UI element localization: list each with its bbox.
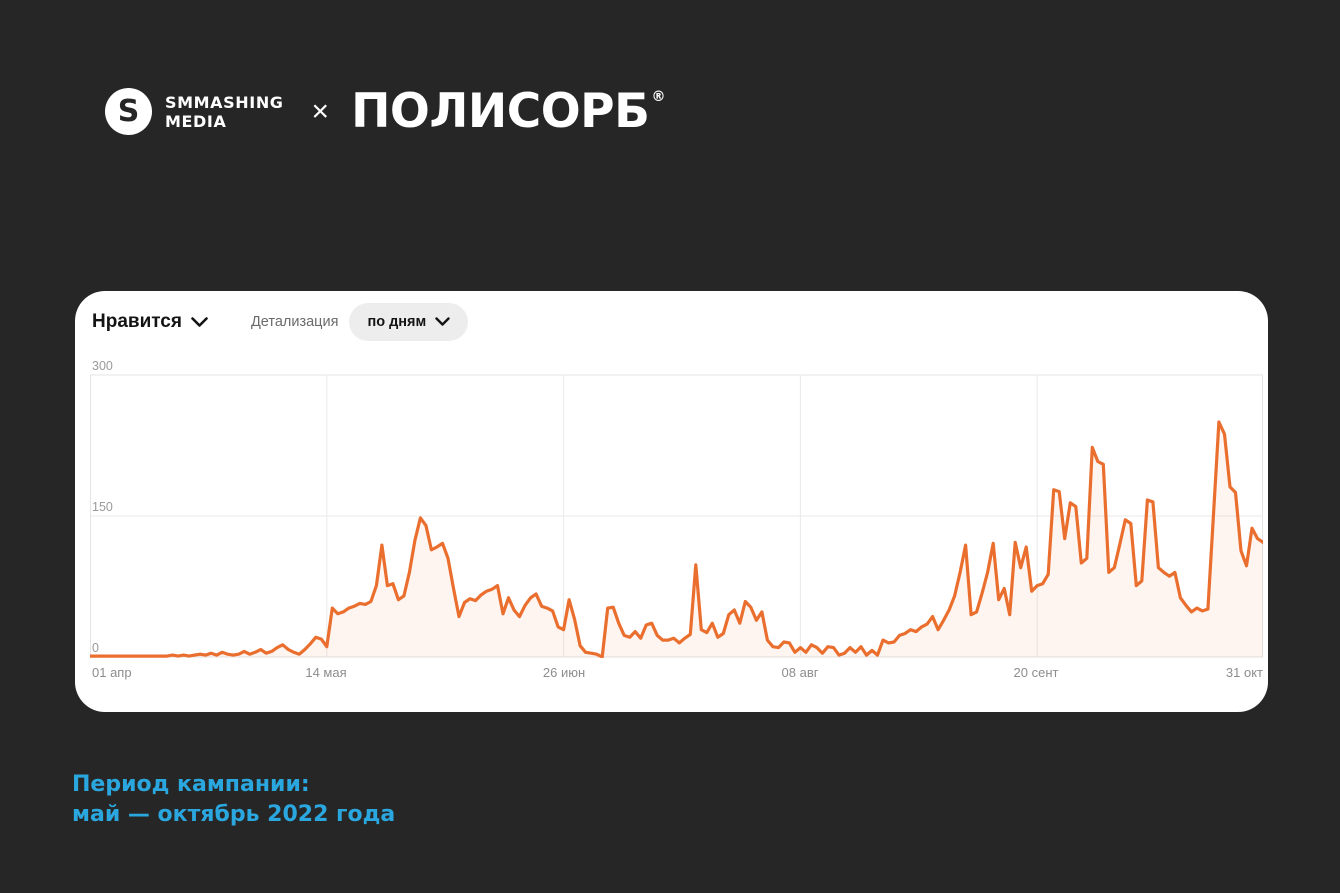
campaign-period-line1: Период кампании: <box>72 772 310 797</box>
brand-line1: SMMASHING <box>165 92 284 112</box>
smmashing-logo-icon: S <box>105 88 152 135</box>
x-tick-aug08: 08 авг <box>781 665 819 680</box>
x-tick-sep20: 20 сент <box>1013 665 1059 680</box>
granularity-dropdown-label: по дням <box>367 314 427 330</box>
y-tick-0: 0 <box>92 641 99 655</box>
partner-wordmark: ПОЛИСОРБ ® <box>351 88 665 135</box>
chart-toolbar: Нравится Детализация по дням <box>92 303 469 341</box>
series-line <box>90 420 1263 658</box>
logo-monogram: S <box>117 93 140 129</box>
collab-x-icon: × <box>311 94 330 128</box>
detail-label: Детализация <box>250 314 339 330</box>
brand-name: SMMASHING MEDIA <box>165 93 284 131</box>
brand-lockup: S SMMASHING MEDIA × ПОЛИСОРБ ® <box>105 88 665 135</box>
chevron-down-icon <box>435 317 450 326</box>
x-tick-oct31: 31 окт <box>1225 665 1263 680</box>
y-tick-300: 300 <box>92 359 113 373</box>
stats-card: Нравится Детализация по дням 300 150 <box>75 291 1268 712</box>
campaign-period-line2: май — октябрь 2022 года <box>72 802 396 827</box>
metric-dropdown-label: Нравится <box>92 311 182 332</box>
registered-trademark-icon: ® <box>651 89 665 105</box>
x-tick-apr01: 01 апр <box>92 665 132 680</box>
brand-line2: MEDIA <box>165 111 227 131</box>
y-tick-150: 150 <box>92 500 113 514</box>
x-tick-jun26: 26 июн <box>542 665 586 680</box>
granularity-dropdown[interactable]: по дням <box>349 303 469 341</box>
chevron-down-icon <box>191 316 208 327</box>
metric-dropdown[interactable]: Нравится <box>92 311 208 333</box>
x-tick-may14: 14 мая <box>305 665 347 680</box>
likes-area-chart <box>90 374 1263 658</box>
partner-name: ПОЛИСОРБ <box>351 84 650 139</box>
campaign-period: Период кампании: май — октябрь 2022 года <box>72 770 395 830</box>
